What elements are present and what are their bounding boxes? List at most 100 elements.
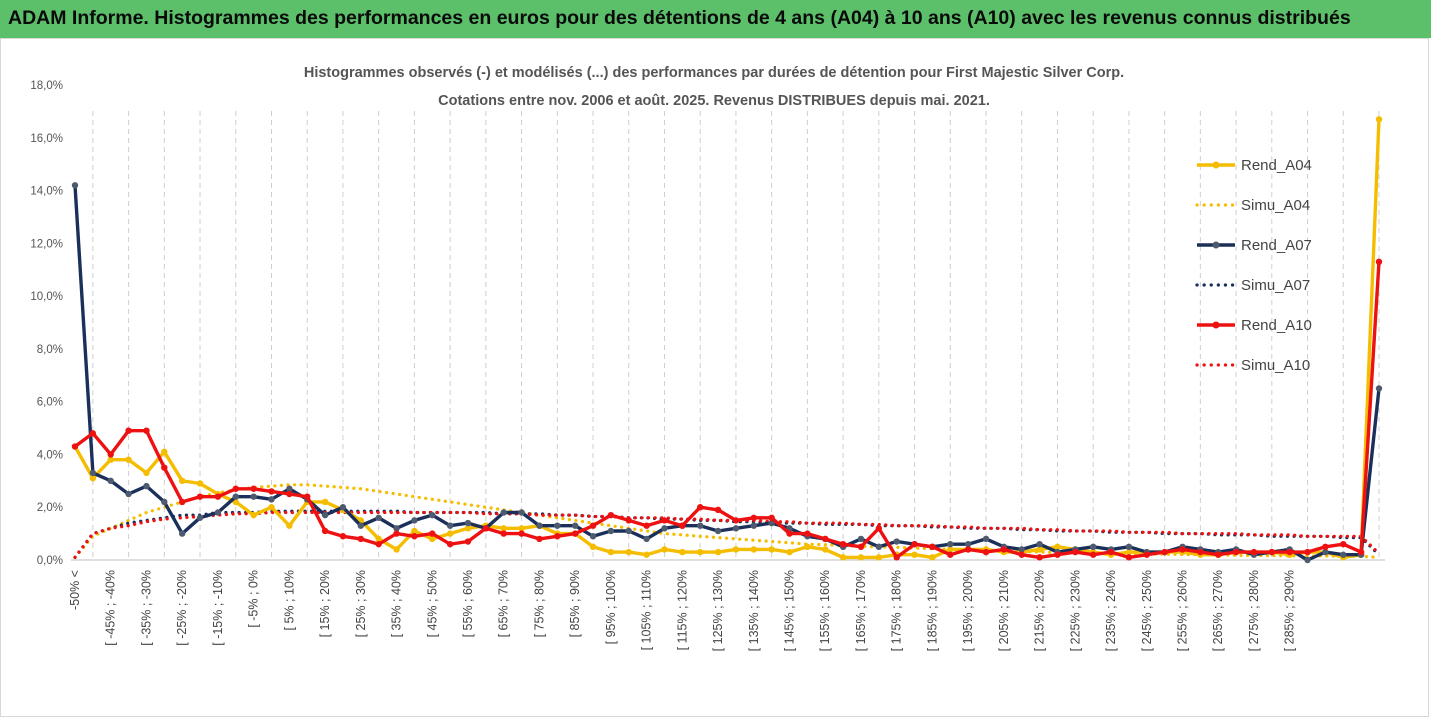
point-rend-a07 [625, 527, 632, 535]
point-rend-a10 [947, 551, 954, 558]
point-rend-a07 [607, 527, 615, 535]
point-rend-a10 [1322, 543, 1329, 551]
point-rend-a10 [1375, 258, 1383, 266]
point-rend-a04 [607, 548, 615, 556]
x-tick-label: [ 95% ; 100% [604, 570, 618, 644]
point-rend-a10 [643, 522, 650, 529]
point-rend-a10 [518, 530, 525, 537]
point-rend-a07 [982, 535, 990, 543]
x-tick-label: [ 235% ; 240% [1104, 570, 1118, 651]
point-rend-a10 [750, 514, 757, 521]
x-tick-label: [ 5% ; 10% [282, 570, 296, 630]
point-rend-a10 [1107, 548, 1115, 556]
point-rend-a10 [393, 530, 400, 537]
point-rend-a04 [822, 546, 829, 553]
point-rend-a07 [446, 522, 454, 529]
point-rend-a07 [1036, 540, 1043, 548]
point-rend-a10 [71, 443, 79, 450]
performance-histogram-chart: Histogrammes observés (-) et modélisés (… [30, 65, 1385, 651]
x-tick-label: [ 275% ; 280% [1247, 570, 1261, 651]
point-rend-a07 [1340, 551, 1347, 558]
point-rend-a10 [268, 488, 275, 495]
point-rend-a10 [304, 493, 311, 500]
point-rend-a10 [697, 504, 704, 511]
point-rend-a10 [964, 546, 972, 553]
point-rend-a04 [1054, 543, 1061, 551]
point-rend-a04 [411, 527, 418, 535]
legend: Rend_A04 Simu_A04 Rend_A07 Simu_A07 Rend_A10… [1195, 157, 1312, 374]
point-rend-a07 [232, 493, 239, 500]
point-rend-a10 [250, 485, 257, 492]
point-rend-a07 [286, 485, 293, 492]
x-tick-label: [ -25% ; -20% [175, 570, 189, 646]
point-rend-a10 [1268, 548, 1276, 556]
point-rend-a10 [714, 506, 722, 514]
point-rend-a10 [1018, 551, 1025, 558]
legend-marker-rend-a04 [1212, 161, 1220, 169]
x-tick-label: [ 185% ; 190% [925, 570, 939, 651]
point-rend-a04 [697, 548, 704, 556]
point-rend-a07 [375, 514, 382, 521]
x-tick-label: [ -15% ; -10% [211, 570, 225, 646]
point-rend-a07 [143, 482, 150, 490]
point-rend-a10 [1197, 548, 1204, 556]
x-tick-label: [ 105% ; 110% [640, 570, 654, 650]
point-rend-a07 [1125, 543, 1133, 551]
point-rend-a10 [929, 543, 936, 551]
y-tick-label: 4,0% [37, 449, 63, 461]
x-tick-label: [ 15% ; 20% [318, 570, 332, 637]
point-rend-a10 [822, 535, 829, 543]
x-tick-label: [ 155% ; 160% [818, 570, 832, 651]
legend-label-rend-a04: Rend_A04 [1241, 157, 1312, 174]
x-tick-label: [ 225% ; 230% [1068, 570, 1082, 651]
y-tick-label: 16,0% [30, 133, 63, 145]
point-rend-a04 [1036, 546, 1043, 553]
point-rend-a10 [607, 511, 615, 519]
x-tick-label: [ 85% ; 90% [568, 570, 582, 637]
point-rend-a04 [286, 522, 293, 529]
point-rend-a07 [661, 525, 668, 532]
point-rend-a10 [214, 493, 222, 500]
point-rend-a07 [554, 522, 561, 529]
legend-label-simu-a10: Simu_A10 [1241, 357, 1310, 374]
point-rend-a04 [1125, 548, 1133, 556]
x-tick-label: [ 255% ; 260% [1176, 570, 1190, 651]
point-rend-a04 [625, 548, 632, 556]
y-tick-label: 2,0% [37, 502, 63, 514]
point-rend-a10 [464, 538, 472, 545]
point-rend-a04 [518, 525, 525, 532]
point-rend-a04 [929, 554, 936, 561]
point-rend-a07 [321, 511, 329, 519]
point-rend-a07 [500, 509, 507, 516]
x-tick-label: -50% < [68, 570, 82, 610]
point-rend-a10 [857, 543, 865, 551]
point-rend-a04 [732, 546, 740, 553]
point-rend-a10 [107, 451, 114, 458]
grid-lines [71, 111, 1385, 561]
point-rend-a10 [1179, 546, 1186, 553]
series-line-rend-a07 [73, 185, 1381, 562]
point-rend-a10 [482, 525, 490, 532]
point-rend-a10 [143, 427, 150, 434]
point-rend-a04 [643, 551, 650, 558]
x-tick-label: [ 145% ; 150% [783, 570, 797, 651]
point-rend-a10 [1161, 548, 1168, 556]
chart-subtitle: Cotations entre nov. 2006 et août. 2025.… [438, 93, 990, 109]
point-rend-a04 [125, 456, 132, 463]
point-rend-a10 [1340, 540, 1347, 548]
point-rend-a04 [750, 546, 757, 553]
legend-label-rend-a07: Rend_A07 [1241, 237, 1312, 254]
point-rend-a04 [107, 456, 114, 463]
point-rend-a10 [1286, 548, 1293, 556]
point-rend-a10 [911, 540, 918, 548]
point-rend-a04 [500, 525, 507, 532]
point-rend-a10 [500, 530, 507, 537]
x-tick-label: [ 65% ; 70% [497, 570, 511, 637]
point-rend-a07 [429, 511, 436, 519]
point-rend-a07 [536, 522, 543, 529]
point-rend-a07 [1018, 546, 1025, 553]
x-tick-label: [ 45% ; 50% [425, 570, 439, 637]
point-rend-a07 [125, 490, 132, 498]
point-rend-a07 [107, 477, 114, 485]
chart-frame: Histogrammes observés (-) et modélisés (… [0, 38, 1429, 717]
